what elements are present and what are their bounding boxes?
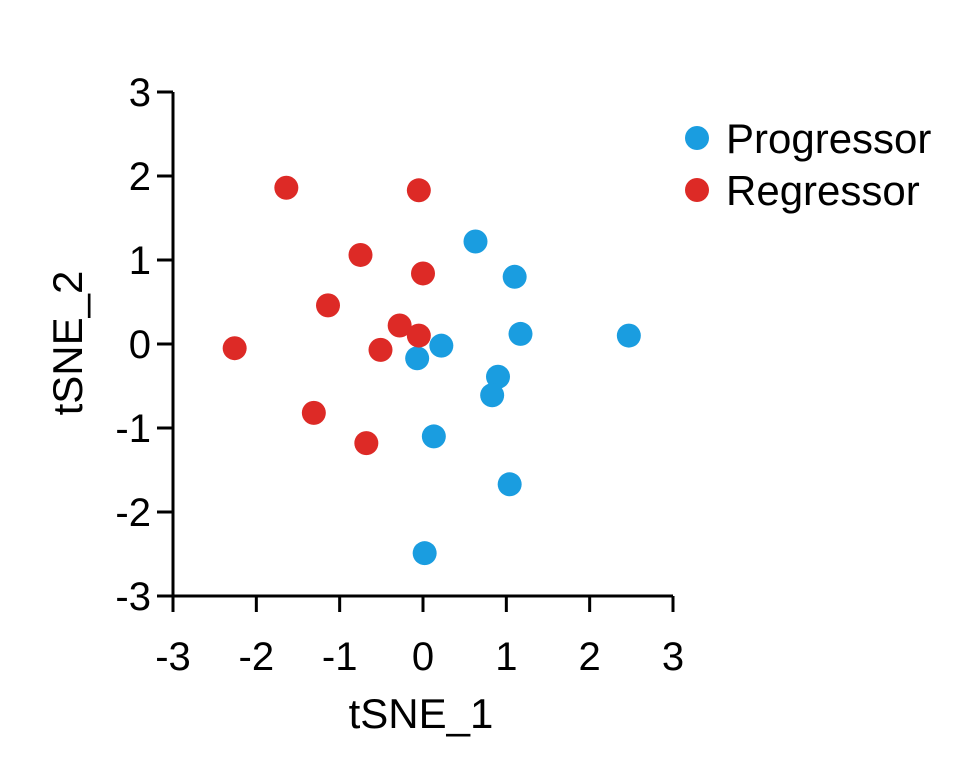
x-tick-label: -3 [155, 635, 191, 679]
x-axis-title: tSNE_1 [349, 690, 494, 737]
progressor-point [429, 333, 454, 358]
x-tick-label: 0 [412, 635, 434, 679]
regressor-point [222, 336, 247, 361]
x-tick-label: 3 [662, 635, 684, 679]
x-axis-ticks: -3 -2 -1 0 1 2 3 [155, 596, 684, 679]
regressor-point [406, 323, 431, 348]
progressor-point [405, 346, 430, 371]
progressor-point [480, 383, 505, 408]
regressor-point [411, 261, 435, 286]
progressor-point [412, 541, 437, 566]
y-axis: -3 -2 -1 0 1 2 3 [115, 71, 175, 619]
y-axis-ticks: -3 -2 -1 0 1 2 3 [115, 71, 173, 619]
progressor-point [421, 424, 446, 449]
legend-marker-regressor [685, 178, 709, 202]
x-axis: -3 -2 -1 0 1 2 3 [155, 594, 684, 679]
regressor-point [406, 178, 431, 203]
progressor-point [508, 321, 533, 346]
legend-label-progressor: Progressor [726, 115, 931, 162]
y-tick-label: 3 [129, 71, 151, 115]
regressor-point [301, 400, 326, 425]
x-tick-label: 2 [579, 635, 601, 679]
progressor-point [616, 323, 641, 348]
regressor-point [348, 242, 373, 267]
x-tick-label: 1 [495, 635, 517, 679]
regressor-point [316, 293, 340, 318]
y-axis-title: tSNE_2 [44, 271, 91, 416]
y-tick-label: 0 [129, 323, 151, 367]
legend-marker-progressor [685, 126, 709, 150]
y-tick-label: 2 [129, 155, 151, 199]
data-points [222, 175, 641, 566]
x-tick-label: -2 [239, 635, 275, 679]
y-tick-label: -2 [115, 491, 151, 535]
y-tick-label: 1 [129, 239, 151, 283]
regressor-point [354, 431, 379, 456]
progressor-point [486, 364, 510, 389]
regressor-point [274, 175, 299, 200]
progressor-point [463, 229, 488, 254]
progressor-point [497, 472, 522, 497]
legend-label-regressor: Regressor [726, 167, 920, 214]
regressor-point [368, 337, 393, 362]
y-tick-label: -1 [115, 407, 151, 451]
legend: Progressor Regressor [685, 115, 931, 214]
progressor-point [502, 264, 527, 289]
x-tick-label: -1 [322, 635, 358, 679]
y-tick-label: -3 [115, 575, 151, 619]
regressor-point [387, 313, 412, 338]
